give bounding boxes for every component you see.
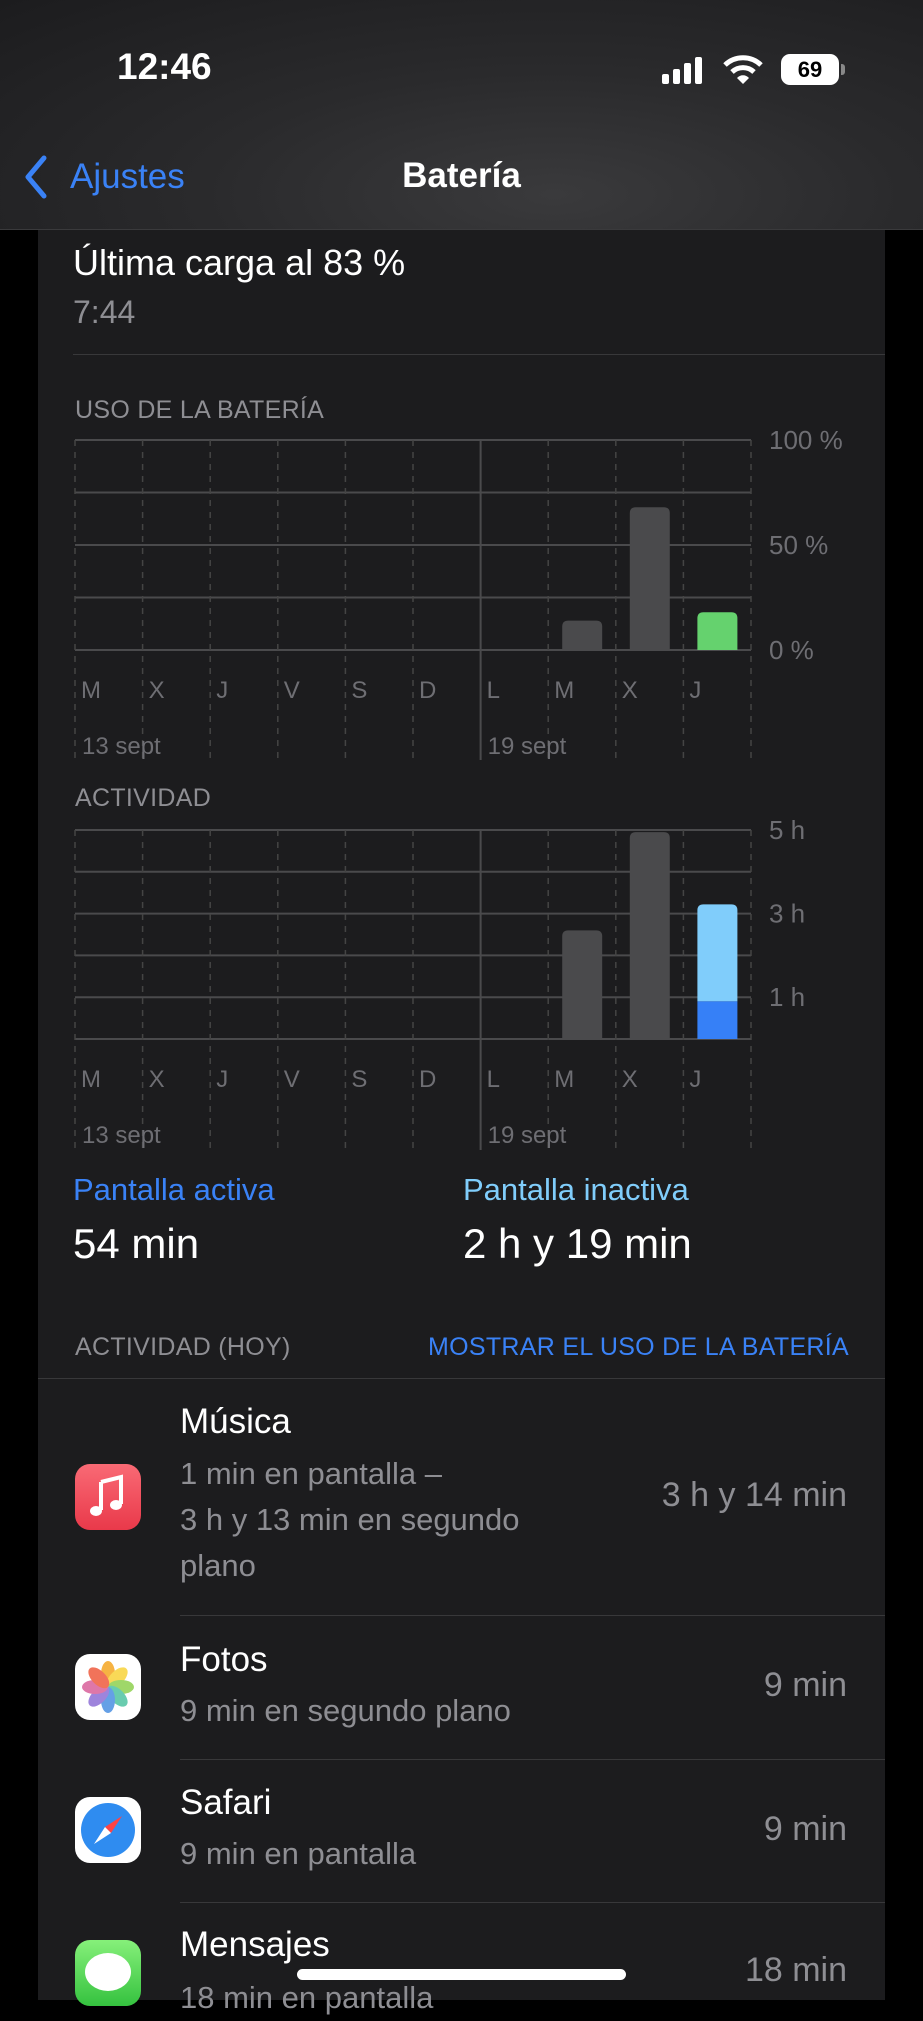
day-label: J <box>689 1066 701 1093</box>
screen-active-value: 54 min <box>73 1220 200 1267</box>
y-tick-label: 1 h <box>769 982 805 1012</box>
y-tick-label: 0 % <box>769 635 814 665</box>
day-label: V <box>284 1066 300 1093</box>
day-label: S <box>351 677 367 704</box>
status-time: 12:46 <box>117 46 212 87</box>
day-label: L <box>487 677 500 704</box>
app-detail: 9 min en segundo plano <box>180 1693 511 1728</box>
day-label: J <box>689 677 701 704</box>
show-battery-usage-button[interactable]: MOSTRAR EL USO DE LA BATERÍA <box>428 1333 849 1361</box>
day-label: X <box>149 1066 165 1093</box>
app-name: Safari <box>180 1783 272 1822</box>
day-label: X <box>149 677 165 704</box>
battery-usage-title: USO DE LA BATERÍA <box>75 396 325 424</box>
app-usage-value: 9 min <box>763 1666 847 1704</box>
app-usage-value: 18 min <box>744 1951 847 1989</box>
app-detail: 9 min en pantalla <box>180 1836 417 1871</box>
day-label: D <box>419 677 436 704</box>
day-label: D <box>419 1066 436 1093</box>
screen-inactive-value: 2 h y 19 min <box>463 1220 692 1267</box>
y-tick-label: 3 h <box>769 899 805 929</box>
day-label: J <box>216 677 228 704</box>
back-label: Ajustes <box>70 157 185 196</box>
photos-icon <box>75 1654 141 1720</box>
bar <box>629 507 670 650</box>
y-tick-label: 100 % <box>769 425 843 455</box>
day-label: V <box>284 677 300 704</box>
date-label: 19 sept <box>488 733 567 760</box>
bar <box>562 930 603 1039</box>
cellular-signal-icon <box>662 57 702 84</box>
y-tick-label: 5 h <box>769 815 805 845</box>
date-label: 19 sept <box>488 1122 567 1149</box>
app-name: Música <box>180 1402 291 1441</box>
last-charge-time: 7:44 <box>73 294 136 330</box>
wifi-icon <box>723 55 763 84</box>
day-label: M <box>81 1066 101 1093</box>
day-label: S <box>351 1066 367 1093</box>
messages-icon <box>75 1940 141 2006</box>
bar <box>697 612 738 650</box>
bar-active <box>697 1001 738 1039</box>
activity-today-header: ACTIVIDAD (HOY) <box>75 1333 291 1361</box>
safari-icon <box>75 1797 141 1863</box>
home-indicator[interactable] <box>297 1969 626 1980</box>
app-usage-value: 3 h y 14 min <box>661 1476 847 1514</box>
date-label: 13 sept <box>82 733 161 760</box>
day-label: J <box>216 1066 228 1093</box>
battery-tip <box>841 64 845 75</box>
app-detail: 1 min en pantalla –3 h y 13 min en segun… <box>180 1456 520 1583</box>
back-button[interactable]: Ajustes <box>20 152 185 202</box>
battery-icon: 69 <box>781 54 839 85</box>
screen-inactive-label: Pantalla inactiva <box>463 1172 689 1207</box>
activity-chart-title: ACTIVIDAD <box>75 784 212 812</box>
date-label: 13 sept <box>82 1122 161 1149</box>
app-name: Mensajes <box>180 1925 330 1964</box>
navigation-header: 12:46 69 Ajustes Batería <box>0 0 923 230</box>
day-label: M <box>554 677 574 704</box>
chevron-left-icon <box>25 155 47 199</box>
day-label: M <box>554 1066 574 1093</box>
app-name: Fotos <box>180 1640 268 1679</box>
battery-card <box>38 230 885 2000</box>
app-detail: 18 min en pantalla <box>180 1980 434 2015</box>
day-label: M <box>81 677 101 704</box>
day-label: X <box>622 1066 638 1093</box>
bar <box>629 832 670 1039</box>
last-charge-title: Última carga al 83 % <box>73 242 406 283</box>
battery-usage-chart[interactable]: M X J V S D L M X J 13 sept 19 sept 100 % 50 % 0 % <box>0 420 923 760</box>
bar-inactive <box>697 904 738 1002</box>
app-usage-value: 9 min <box>763 1810 847 1848</box>
y-tick-label: 50 % <box>769 530 828 560</box>
day-label: X <box>622 677 638 704</box>
day-label: L <box>487 1066 500 1093</box>
music-icon <box>75 1464 141 1530</box>
activity-chart[interactable]: M X J V S D L M X J 13 sept 19 sept 5 h 3 h 1 h <box>0 810 923 1150</box>
screen-active-label: Pantalla activa <box>73 1172 275 1207</box>
bar <box>562 620 603 650</box>
page-title: Batería <box>402 156 521 195</box>
